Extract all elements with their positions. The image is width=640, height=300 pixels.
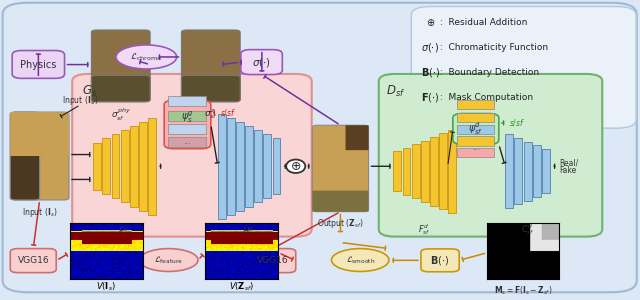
Bar: [273, 138, 280, 194]
Text: $\mathbf{F}(\cdot)$: $\mathbf{F}(\cdot)$: [421, 91, 440, 104]
Bar: [524, 142, 531, 201]
Text: ...: ...: [472, 143, 480, 152]
FancyBboxPatch shape: [458, 125, 494, 134]
Bar: [439, 134, 447, 209]
FancyBboxPatch shape: [168, 137, 206, 147]
Bar: [218, 113, 226, 219]
Bar: [532, 146, 541, 197]
Text: Input ($\mathbf{I}_{sf}$): Input ($\mathbf{I}_{sf}$): [62, 94, 99, 107]
FancyBboxPatch shape: [421, 249, 460, 272]
Ellipse shape: [332, 249, 389, 272]
Text: $H_s^g$: $H_s^g$: [242, 226, 255, 239]
Text: :  Chromaticity Function: : Chromaticity Function: [437, 43, 548, 52]
Bar: [93, 142, 101, 190]
Ellipse shape: [140, 249, 198, 272]
FancyBboxPatch shape: [453, 113, 499, 144]
Text: $s/sf$: $s/sf$: [509, 117, 525, 128]
FancyBboxPatch shape: [346, 125, 369, 150]
FancyBboxPatch shape: [458, 113, 494, 122]
FancyBboxPatch shape: [168, 124, 206, 134]
FancyBboxPatch shape: [164, 100, 211, 149]
Text: $C_{sf}^d$: $C_{sf}^d$: [522, 223, 535, 237]
FancyBboxPatch shape: [250, 249, 296, 273]
FancyBboxPatch shape: [458, 136, 494, 146]
Text: $\sigma(\cdot)$: $\sigma(\cdot)$: [252, 56, 271, 69]
FancyBboxPatch shape: [12, 50, 65, 78]
Text: Real/: Real/: [559, 159, 579, 168]
FancyBboxPatch shape: [10, 112, 69, 200]
FancyBboxPatch shape: [458, 100, 494, 109]
FancyBboxPatch shape: [168, 111, 206, 121]
Text: Output ($\mathbf{Z}_{sf}$): Output ($\mathbf{Z}_{sf}$): [317, 217, 364, 230]
Bar: [148, 118, 156, 215]
Text: $G_s$: $G_s$: [82, 84, 97, 99]
Bar: [505, 134, 513, 208]
Bar: [254, 130, 262, 202]
Text: VGG16: VGG16: [257, 256, 289, 265]
Bar: [236, 122, 244, 211]
Ellipse shape: [116, 45, 177, 69]
Text: $\mathbf{B}(\cdot)$: $\mathbf{B}(\cdot)$: [421, 66, 440, 79]
FancyBboxPatch shape: [181, 75, 240, 102]
Text: $\sigma_{sf}^{phy}$: $\sigma_{sf}^{phy}$: [111, 107, 131, 123]
Bar: [421, 140, 429, 202]
FancyBboxPatch shape: [3, 3, 637, 292]
FancyBboxPatch shape: [92, 75, 150, 102]
FancyBboxPatch shape: [92, 30, 150, 102]
Bar: [394, 151, 401, 191]
Text: $\psi_{sf}^d$: $\psi_{sf}^d$: [468, 120, 483, 137]
FancyBboxPatch shape: [458, 148, 494, 158]
FancyBboxPatch shape: [10, 249, 56, 273]
FancyBboxPatch shape: [168, 96, 206, 106]
Text: Physics: Physics: [20, 60, 56, 70]
Text: :  Residual Addition: : Residual Addition: [437, 18, 527, 27]
Text: $\oplus$: $\oplus$: [426, 17, 435, 28]
Text: :  Boundary Detection: : Boundary Detection: [437, 68, 539, 77]
FancyBboxPatch shape: [10, 112, 69, 156]
Ellipse shape: [286, 160, 305, 173]
Text: $\sigma_{sf}^{z}$: $\sigma_{sf}^{z}$: [204, 107, 218, 121]
Text: Input ($\mathbf{I}_s$): Input ($\mathbf{I}_s$): [22, 206, 58, 219]
Bar: [139, 122, 147, 211]
FancyBboxPatch shape: [312, 190, 369, 212]
Bar: [245, 126, 253, 207]
Bar: [227, 118, 235, 215]
Bar: [403, 148, 410, 195]
Text: $\psi_s^g$: $\psi_s^g$: [180, 110, 194, 125]
Text: $\oplus$: $\oplus$: [290, 160, 301, 173]
Bar: [130, 126, 138, 207]
FancyBboxPatch shape: [379, 74, 602, 237]
Text: $\mathbf{B}(\cdot)$: $\mathbf{B}(\cdot)$: [431, 254, 450, 267]
Bar: [102, 138, 110, 194]
Text: $F_{sf}^d$: $F_{sf}^d$: [418, 223, 431, 237]
Bar: [412, 144, 420, 199]
FancyBboxPatch shape: [10, 112, 40, 200]
FancyBboxPatch shape: [412, 7, 636, 128]
Text: $s/sf$: $s/sf$: [220, 107, 236, 118]
Text: ...: ...: [183, 137, 191, 146]
Text: $F_s^g$: $F_s^g$: [118, 226, 129, 239]
Text: $\sigma(\cdot)$: $\sigma(\cdot)$: [422, 41, 440, 54]
Text: $\mathcal{L}_{\mathrm{smooth}}$: $\mathcal{L}_{\mathrm{smooth}}$: [346, 254, 375, 266]
Bar: [264, 134, 271, 198]
Bar: [515, 138, 522, 205]
Bar: [542, 149, 550, 194]
Bar: [448, 130, 456, 213]
Text: $\mathbf{M}_s = \mathbf{F}(\mathbf{I}_s - \mathbf{Z}_{sf})$: $\mathbf{M}_s = \mathbf{F}(\mathbf{I}_s …: [494, 285, 552, 297]
Bar: [430, 137, 438, 206]
FancyBboxPatch shape: [241, 50, 282, 74]
Text: $\mathcal{L}_{\mathrm{chroma}}$: $\mathcal{L}_{\mathrm{chroma}}$: [131, 51, 162, 63]
Text: Fake: Fake: [559, 166, 577, 175]
Bar: [111, 134, 120, 198]
FancyBboxPatch shape: [312, 125, 369, 212]
Text: $\mathcal{L}_{\mathrm{feature}}$: $\mathcal{L}_{\mathrm{feature}}$: [154, 254, 183, 266]
Bar: [121, 130, 129, 202]
Text: :  Mask Computation: : Mask Computation: [437, 93, 533, 102]
FancyBboxPatch shape: [181, 30, 240, 102]
FancyBboxPatch shape: [72, 74, 312, 237]
Text: VGG16: VGG16: [17, 256, 49, 265]
Text: $D_{sf}$: $D_{sf}$: [386, 84, 405, 99]
